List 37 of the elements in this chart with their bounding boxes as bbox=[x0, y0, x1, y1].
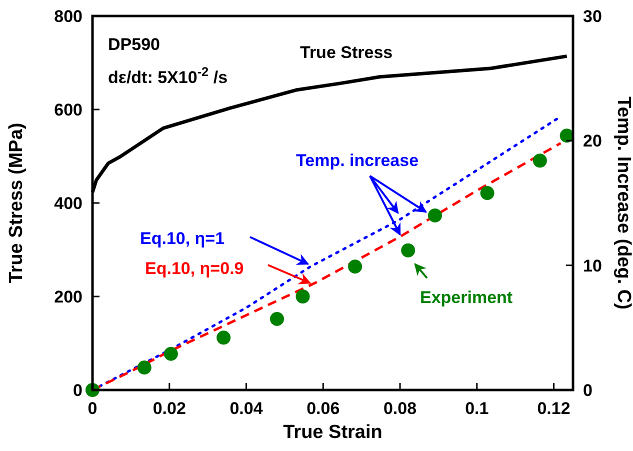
x-tick-label: 0 bbox=[88, 399, 98, 418]
y2-tick-label: 0 bbox=[583, 381, 592, 400]
series-label: Experiment bbox=[420, 288, 513, 307]
x-tick-label: 0.06 bbox=[306, 399, 340, 418]
x-tick-label: 0.12 bbox=[537, 399, 570, 418]
point bbox=[216, 330, 231, 345]
annotation: Temp. increase bbox=[296, 151, 419, 170]
point bbox=[270, 312, 284, 326]
point bbox=[560, 128, 574, 143]
series-label: True Stress bbox=[300, 43, 393, 62]
y2-axis-title: Temp. Increase (deg. C) bbox=[613, 96, 633, 310]
y-tick-label: 800 bbox=[54, 7, 82, 26]
y-tick-label: 0 bbox=[73, 381, 82, 400]
point bbox=[137, 360, 152, 375]
text: Eq.10, η=1 bbox=[140, 229, 225, 248]
point bbox=[532, 154, 547, 168]
x-tick-label: 0.02 bbox=[152, 399, 186, 418]
point bbox=[401, 243, 416, 258]
y-tick-label: 400 bbox=[54, 194, 82, 213]
y-axis-title: True Stress (MPa) bbox=[6, 122, 27, 284]
point bbox=[296, 290, 310, 304]
y2-tick-label: 20 bbox=[583, 132, 602, 151]
x-tick-label: 0.04 bbox=[230, 399, 264, 418]
point bbox=[480, 186, 494, 200]
x-tick-label: 0.1 bbox=[465, 399, 489, 418]
y-tick-label: 600 bbox=[54, 100, 82, 120]
point bbox=[348, 260, 362, 274]
x-tick-label: 0.08 bbox=[383, 399, 417, 418]
y2-tick-label: 30 bbox=[583, 7, 602, 26]
annotation: DP590 bbox=[108, 35, 160, 54]
y2-tick-label: 10 bbox=[583, 256, 602, 276]
x-axis-title: True Strain bbox=[283, 422, 382, 443]
legend-label: Eq.10, η=0.9 bbox=[145, 259, 244, 278]
y-tick-label: 200 bbox=[54, 288, 82, 306]
point bbox=[428, 208, 442, 222]
point bbox=[164, 346, 178, 361]
annotation: dε/dt: 5X10$^{-2}$ /s bbox=[108, 64, 228, 87]
